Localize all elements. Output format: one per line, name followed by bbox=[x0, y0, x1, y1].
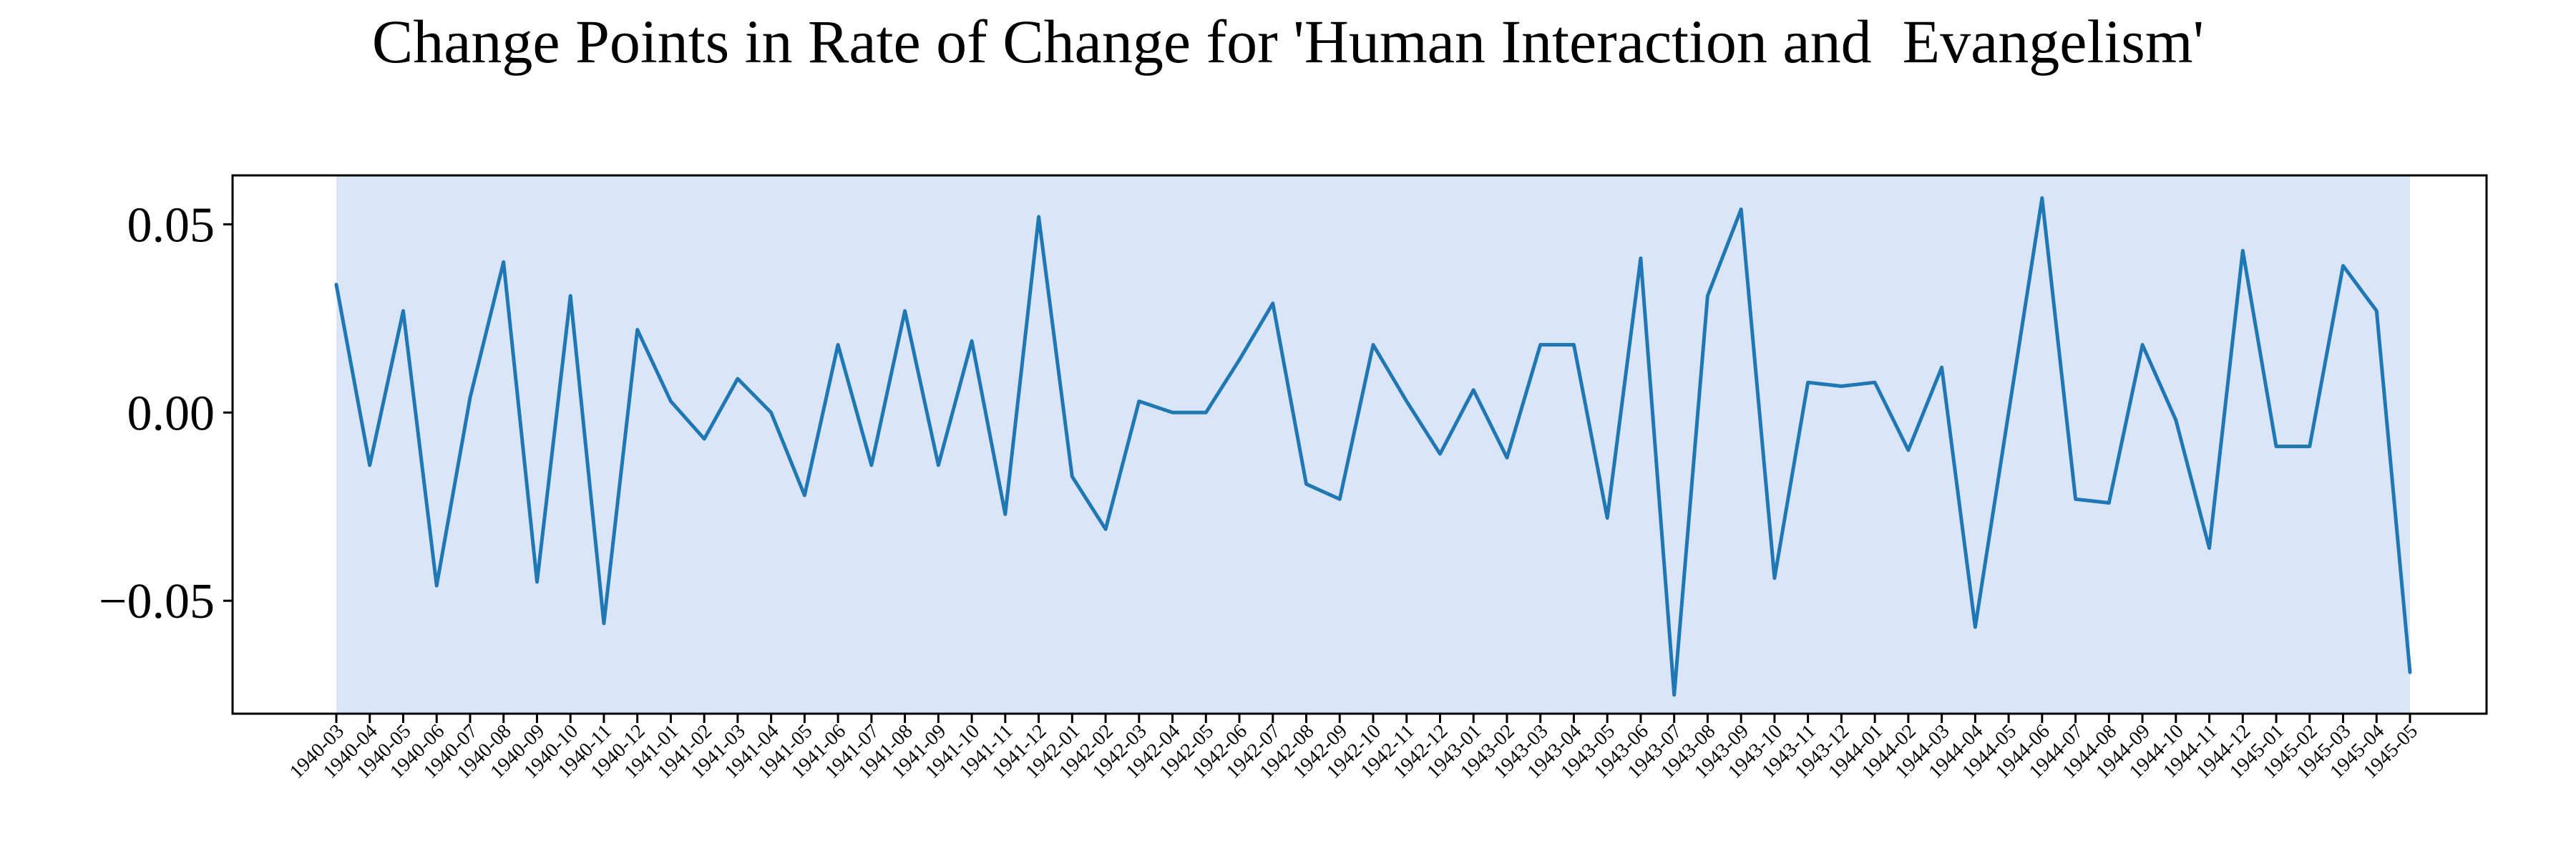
y-tick-label: 0.05 bbox=[127, 198, 215, 253]
shaded-region-layer bbox=[336, 175, 2410, 714]
x-axis: 1940-031940-041940-051940-061940-071940-… bbox=[286, 714, 2422, 783]
series-line-layer bbox=[334, 196, 2412, 697]
y-tick-label: −0.05 bbox=[99, 574, 215, 629]
plot-frame bbox=[231, 174, 2488, 715]
shaded-region bbox=[336, 175, 2410, 714]
series-line-0 bbox=[334, 196, 2412, 697]
y-tick-label: 0.00 bbox=[127, 386, 215, 441]
chart-title: Change Points in Rate of Change for 'Hum… bbox=[371, 7, 2205, 76]
y-axis: 0.05 0.00 −0.05 bbox=[99, 198, 233, 629]
